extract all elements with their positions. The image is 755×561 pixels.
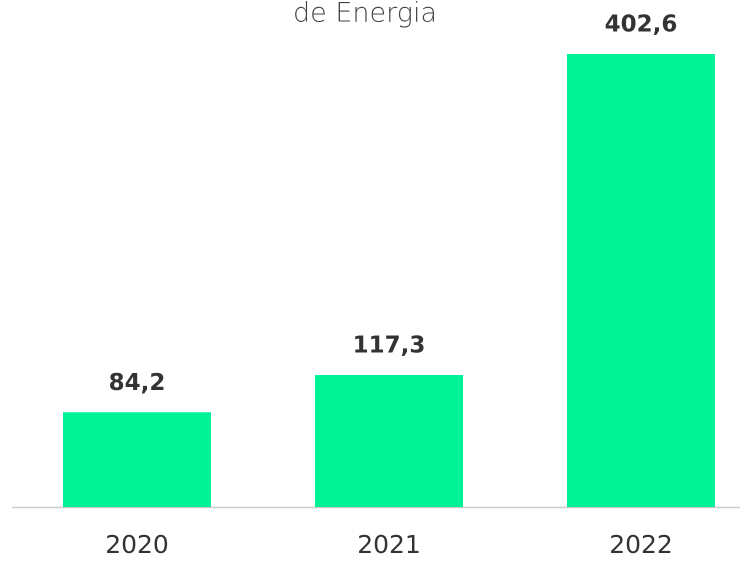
data-label: 402,6 [605, 12, 678, 38]
x-tick-label: 2021 [357, 530, 421, 559]
bar [567, 54, 715, 507]
data-label: 84,2 [109, 370, 166, 396]
x-tick-label: 2020 [105, 530, 169, 559]
chart-title: de Energia [293, 0, 437, 29]
data-label: 117,3 [353, 333, 426, 359]
x-tick-label: 2022 [609, 530, 673, 559]
bar [315, 375, 463, 507]
bar [63, 412, 211, 507]
